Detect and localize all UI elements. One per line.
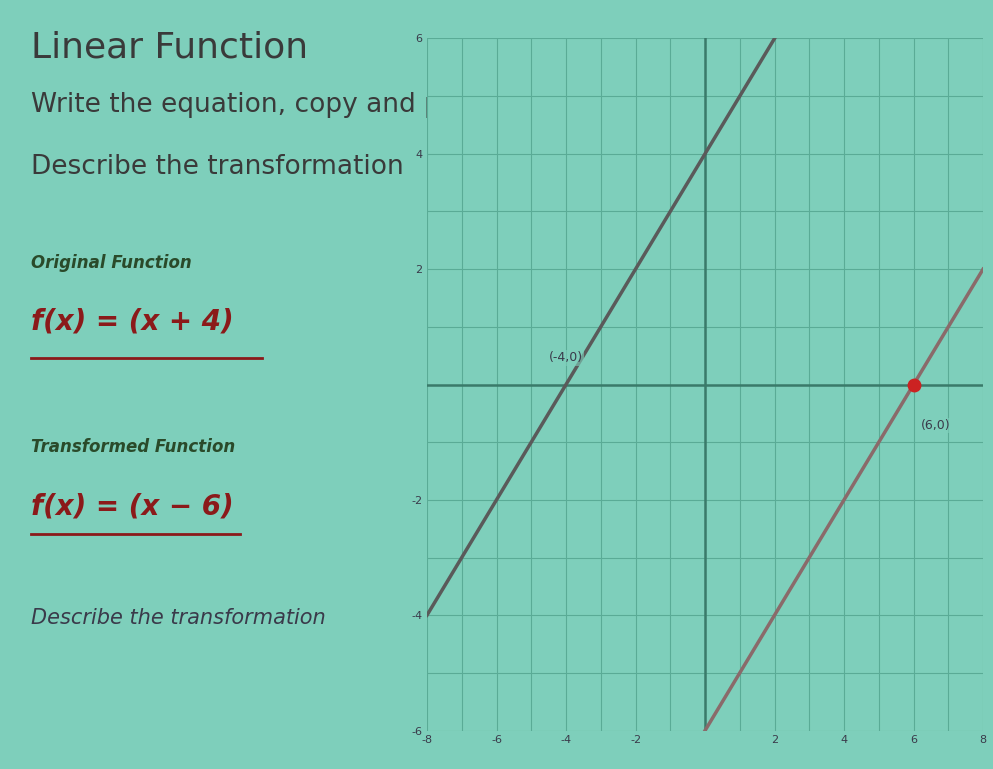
Text: (-4,0): (-4,0) bbox=[549, 351, 583, 365]
Text: Transformed Function: Transformed Function bbox=[31, 438, 234, 456]
Text: Describe the transformation: Describe the transformation bbox=[31, 608, 326, 628]
Text: f(x) = (x − 6): f(x) = (x − 6) bbox=[31, 492, 233, 520]
Text: Describe the transformation: Describe the transformation bbox=[31, 154, 403, 180]
Text: f(x) = (x + 4): f(x) = (x + 4) bbox=[31, 308, 233, 335]
Text: Write the equation, copy and paste the graph: Write the equation, copy and paste the g… bbox=[31, 92, 635, 118]
Text: Original Function: Original Function bbox=[31, 254, 192, 271]
Text: (6,0): (6,0) bbox=[921, 419, 950, 432]
Text: Linear Function: Linear Function bbox=[31, 31, 308, 65]
